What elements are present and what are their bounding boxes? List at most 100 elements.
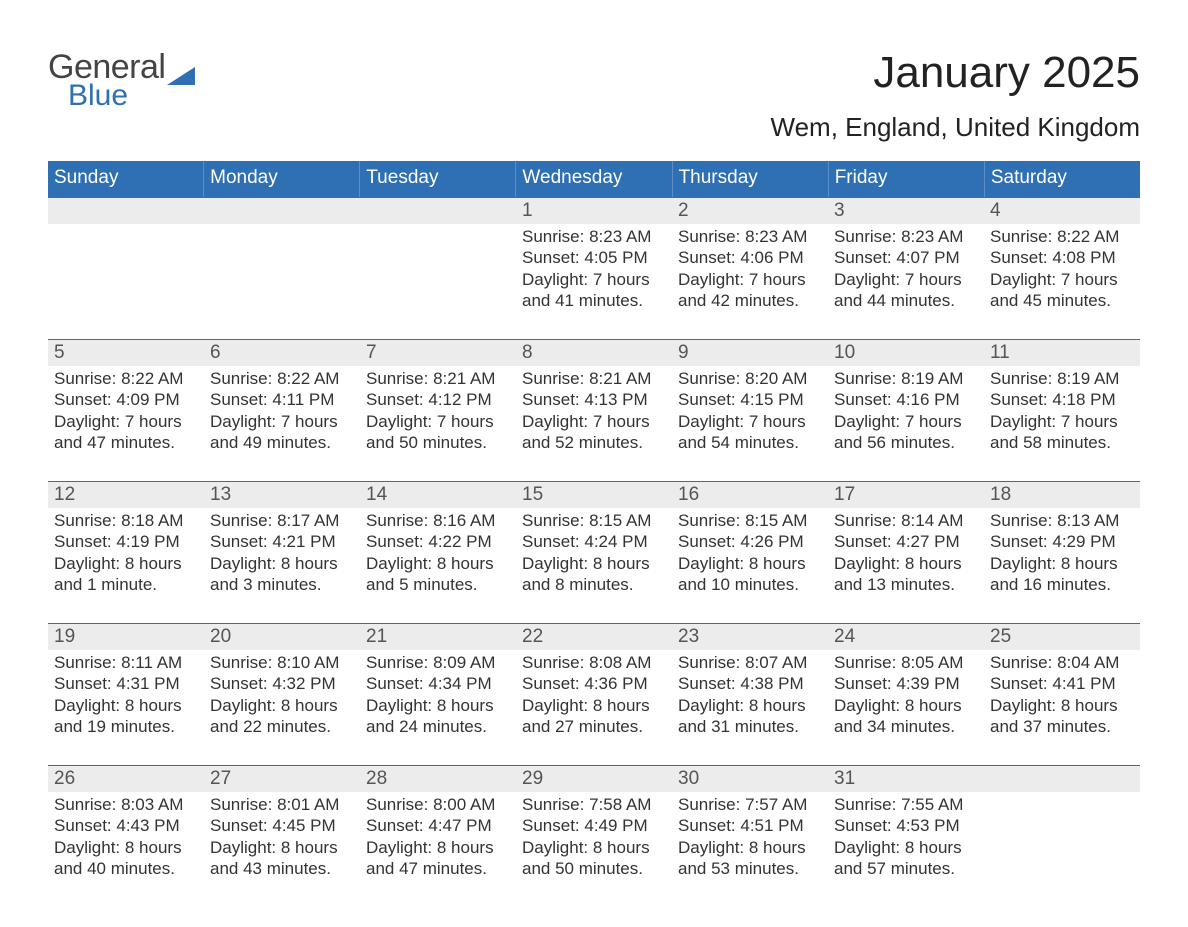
day-detail-line: and 19 minutes. [54, 716, 198, 737]
day-header: Thursday [673, 161, 829, 197]
day-number: 22 [516, 624, 672, 650]
day-detail-line: Sunset: 4:09 PM [54, 389, 198, 410]
day-detail-line: Sunset: 4:51 PM [678, 815, 822, 836]
day-number: 30 [672, 766, 828, 792]
day-number: 12 [48, 482, 204, 508]
day-detail-line: Sunset: 4:29 PM [990, 531, 1134, 552]
day-detail-line: Daylight: 8 hours [834, 837, 978, 858]
day-cell: Sunrise: 8:17 AMSunset: 4:21 PMDaylight:… [204, 508, 360, 623]
day-detail-line: Sunrise: 8:21 AM [366, 368, 510, 389]
day-detail-line: and 41 minutes. [522, 290, 666, 311]
day-body-row: Sunrise: 8:11 AMSunset: 4:31 PMDaylight:… [48, 650, 1140, 765]
day-detail-line: and 53 minutes. [678, 858, 822, 879]
day-cell: Sunrise: 7:57 AMSunset: 4:51 PMDaylight:… [672, 792, 828, 907]
day-cell: Sunrise: 7:58 AMSunset: 4:49 PMDaylight:… [516, 792, 672, 907]
day-detail-line: Sunset: 4:12 PM [366, 389, 510, 410]
day-detail-line: Sunset: 4:36 PM [522, 673, 666, 694]
day-detail-line: Sunrise: 8:22 AM [990, 226, 1134, 247]
day-detail-line: Sunrise: 8:23 AM [522, 226, 666, 247]
day-cell: Sunrise: 8:07 AMSunset: 4:38 PMDaylight:… [672, 650, 828, 765]
day-detail-line: Sunrise: 8:23 AM [834, 226, 978, 247]
logo: General Blue [48, 48, 195, 113]
day-detail-line: Daylight: 8 hours [990, 553, 1134, 574]
day-number-row: 262728293031 [48, 766, 1140, 792]
day-detail-line: and 52 minutes. [522, 432, 666, 453]
day-detail-line: Sunset: 4:32 PM [210, 673, 354, 694]
day-header-row: SundayMondayTuesdayWednesdayThursdayFrid… [48, 161, 1140, 197]
day-detail-line: Sunrise: 8:08 AM [522, 652, 666, 673]
day-detail-line: Sunrise: 8:16 AM [366, 510, 510, 531]
day-detail-line: and 58 minutes. [990, 432, 1134, 453]
day-detail-line: and 47 minutes. [366, 858, 510, 879]
day-number: 24 [828, 624, 984, 650]
day-number: 31 [828, 766, 984, 792]
day-detail-line: Sunset: 4:16 PM [834, 389, 978, 410]
day-header: Tuesday [360, 161, 516, 197]
day-detail-line: Daylight: 8 hours [54, 837, 198, 858]
day-body-row: Sunrise: 8:18 AMSunset: 4:19 PMDaylight:… [48, 508, 1140, 623]
day-detail-line: and 49 minutes. [210, 432, 354, 453]
day-number: 11 [984, 340, 1140, 366]
day-cell: Sunrise: 8:19 AMSunset: 4:18 PMDaylight:… [984, 366, 1140, 481]
day-detail-line: and 31 minutes. [678, 716, 822, 737]
day-detail-line: Sunrise: 8:05 AM [834, 652, 978, 673]
day-detail-line: and 27 minutes. [522, 716, 666, 737]
day-detail-line: and 8 minutes. [522, 574, 666, 595]
day-detail-line: Sunset: 4:43 PM [54, 815, 198, 836]
day-detail-line: Sunset: 4:41 PM [990, 673, 1134, 694]
day-number-row: 567891011 [48, 340, 1140, 366]
day-cell: Sunrise: 8:22 AMSunset: 4:09 PMDaylight:… [48, 366, 204, 481]
day-detail-line: Daylight: 8 hours [366, 553, 510, 574]
day-detail-line: Sunrise: 8:22 AM [54, 368, 198, 389]
day-detail-line: Sunset: 4:21 PM [210, 531, 354, 552]
day-detail-line: Sunrise: 8:01 AM [210, 794, 354, 815]
day-number: 17 [828, 482, 984, 508]
day-number-row: 12131415161718 [48, 482, 1140, 508]
day-cell [204, 224, 360, 339]
day-detail-line: Daylight: 8 hours [678, 553, 822, 574]
day-detail-line: Sunrise: 8:13 AM [990, 510, 1134, 531]
day-number: 19 [48, 624, 204, 650]
day-number: 14 [360, 482, 516, 508]
day-number-row: 1234 [48, 198, 1140, 224]
day-detail-line: and 43 minutes. [210, 858, 354, 879]
day-detail-line: Sunset: 4:13 PM [522, 389, 666, 410]
day-number: 29 [516, 766, 672, 792]
day-detail-line: Sunset: 4:53 PM [834, 815, 978, 836]
day-number [984, 766, 1140, 792]
day-number: 8 [516, 340, 672, 366]
month-title: January 2025 [771, 48, 1141, 98]
day-cell: Sunrise: 8:18 AMSunset: 4:19 PMDaylight:… [48, 508, 204, 623]
day-cell: Sunrise: 8:23 AMSunset: 4:07 PMDaylight:… [828, 224, 984, 339]
day-number: 16 [672, 482, 828, 508]
day-detail-line: Sunrise: 8:09 AM [366, 652, 510, 673]
day-detail-line: and 50 minutes. [522, 858, 666, 879]
day-detail-line: Daylight: 8 hours [990, 695, 1134, 716]
day-cell: Sunrise: 8:14 AMSunset: 4:27 PMDaylight:… [828, 508, 984, 623]
day-number: 27 [204, 766, 360, 792]
day-detail-line: Sunrise: 8:19 AM [990, 368, 1134, 389]
day-cell: Sunrise: 8:20 AMSunset: 4:15 PMDaylight:… [672, 366, 828, 481]
day-cell: Sunrise: 8:01 AMSunset: 4:45 PMDaylight:… [204, 792, 360, 907]
week: 19202122232425Sunrise: 8:11 AMSunset: 4:… [48, 623, 1140, 765]
day-detail-line: Daylight: 8 hours [522, 695, 666, 716]
day-detail-line: Daylight: 7 hours [678, 411, 822, 432]
day-detail-line: Sunrise: 8:03 AM [54, 794, 198, 815]
day-detail-line: Sunset: 4:34 PM [366, 673, 510, 694]
day-detail-line: and 50 minutes. [366, 432, 510, 453]
day-cell: Sunrise: 8:21 AMSunset: 4:12 PMDaylight:… [360, 366, 516, 481]
day-detail-line: Daylight: 8 hours [678, 837, 822, 858]
day-cell [360, 224, 516, 339]
day-cell: Sunrise: 8:00 AMSunset: 4:47 PMDaylight:… [360, 792, 516, 907]
day-detail-line: Sunset: 4:38 PM [678, 673, 822, 694]
day-detail-line: and 56 minutes. [834, 432, 978, 453]
day-detail-line: Sunrise: 7:58 AM [522, 794, 666, 815]
day-detail-line: Sunset: 4:18 PM [990, 389, 1134, 410]
day-number-row: 19202122232425 [48, 624, 1140, 650]
day-body-row: Sunrise: 8:03 AMSunset: 4:43 PMDaylight:… [48, 792, 1140, 907]
day-body-row: Sunrise: 8:23 AMSunset: 4:05 PMDaylight:… [48, 224, 1140, 339]
day-cell: Sunrise: 8:10 AMSunset: 4:32 PMDaylight:… [204, 650, 360, 765]
day-cell: Sunrise: 7:55 AMSunset: 4:53 PMDaylight:… [828, 792, 984, 907]
day-detail-line: Sunrise: 8:19 AM [834, 368, 978, 389]
day-number: 26 [48, 766, 204, 792]
